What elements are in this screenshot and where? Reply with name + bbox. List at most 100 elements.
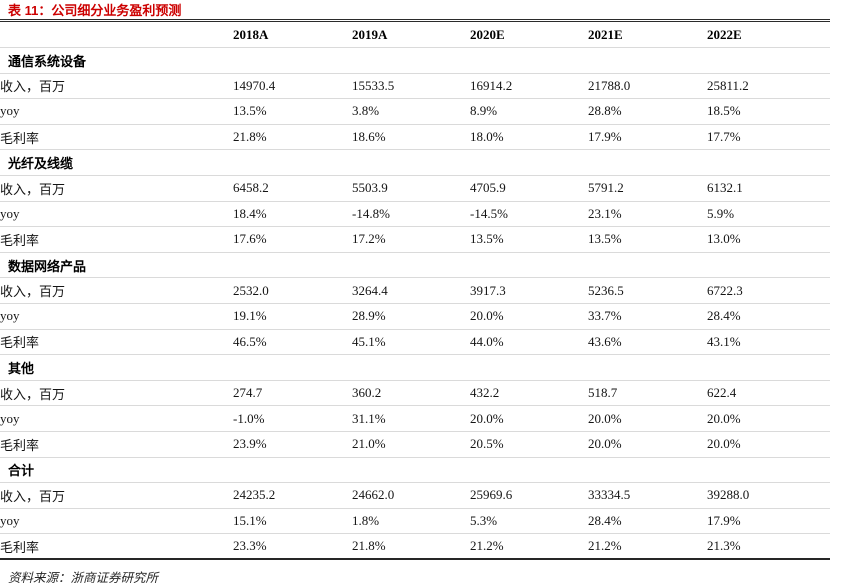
- data-row: yoy -1.0% 31.1% 20.0% 20.0% 20.0%: [0, 405, 830, 432]
- data-row: 收入，百万 6458.2 5503.9 4705.9 5791.2 6132.1: [0, 175, 830, 202]
- value-cell: 13.5%: [233, 98, 352, 125]
- value-cell: 17.9%: [588, 124, 707, 151]
- row-label: 收入，百万: [0, 73, 233, 100]
- value-cell: 3.8%: [352, 98, 470, 125]
- data-row: 毛利率 46.5% 45.1% 44.0% 43.6% 43.1%: [0, 329, 830, 356]
- value-cell: 46.5%: [233, 329, 352, 356]
- row-label: 毛利率: [0, 539, 40, 555]
- value-cell: 19.1%: [233, 303, 352, 330]
- row-label: 毛利率: [0, 226, 233, 253]
- data-row: 收入，百万 24235.2 24662.0 25969.6 33334.5 39288.0: [0, 482, 830, 509]
- section-name: 数据网络产品: [0, 252, 830, 279]
- value-cell: 8.9%: [470, 98, 588, 125]
- value-cell: 20.0%: [707, 431, 830, 458]
- value-cell: 25969.6: [470, 482, 588, 509]
- row-label: 毛利率: [0, 329, 233, 356]
- value-cell: 28.4%: [588, 508, 707, 535]
- value-cell: 23.1%: [588, 201, 707, 228]
- value-cell: 5.3%: [470, 508, 588, 535]
- section-row: 数据网络产品: [0, 252, 830, 279]
- value-cell: 360.2: [352, 380, 470, 407]
- data-row: yoy 13.5% 3.8% 8.9% 28.8% 18.5%: [0, 98, 830, 125]
- value-cell: 6132.1: [707, 175, 830, 202]
- header-cell-blank: [0, 20, 233, 48]
- value-cell: 15533.5: [352, 73, 470, 100]
- value-cell: 2532.0: [233, 277, 352, 304]
- value-cell: 5503.9: [352, 175, 470, 202]
- section-row: 其他: [0, 354, 830, 381]
- section-row: 合计: [0, 457, 830, 484]
- row-label: 毛利率: [0, 431, 233, 458]
- data-row: 毛利率 23.3% 21.8% 21.2% 21.2% 21.3%: [0, 534, 830, 560]
- value-cell: 432.2: [470, 380, 588, 407]
- value-cell: 23.9%: [233, 431, 352, 458]
- value-cell: 18.6%: [352, 124, 470, 151]
- section-name: 其他: [0, 354, 830, 381]
- row-label: 收入，百万: [0, 175, 233, 202]
- value-cell: 21.8%: [233, 124, 352, 151]
- row-label: 收入，百万: [0, 277, 233, 304]
- value-cell: 25811.2: [707, 73, 830, 100]
- value-cell: 18.5%: [707, 98, 830, 125]
- value-cell: 43.1%: [707, 329, 830, 356]
- value-cell: 21.2%: [588, 538, 622, 554]
- data-row: 收入，百万 274.7 360.2 432.2 518.7 622.4: [0, 380, 830, 407]
- table-body: 通信系统设备 收入，百万 14970.4 15533.5 16914.2 21788.0 2…: [0, 47, 830, 560]
- data-row: 收入，百万 2532.0 3264.4 3917.3 5236.5 6722.3: [0, 277, 830, 304]
- value-cell: 14970.4: [233, 73, 352, 100]
- value-cell: 21.2%: [470, 538, 504, 554]
- header-cell-year: 2022E: [707, 20, 830, 48]
- row-label: 收入，百万: [0, 380, 233, 407]
- value-cell: 6458.2: [233, 175, 352, 202]
- value-cell: 3264.4: [352, 277, 470, 304]
- value-cell: 33.7%: [588, 303, 707, 330]
- section-row: 通信系统设备: [0, 47, 830, 74]
- value-cell: -14.8%: [352, 201, 470, 228]
- row-label: yoy: [0, 201, 233, 228]
- value-cell: 13.5%: [588, 226, 707, 253]
- value-cell: 5.9%: [707, 201, 830, 228]
- data-row: yoy 18.4% -14.8% -14.5% 23.1% 5.9%: [0, 201, 830, 228]
- value-cell: 24662.0: [352, 482, 470, 509]
- value-cell: 15.1%: [233, 508, 352, 535]
- value-cell: 4705.9: [470, 175, 588, 202]
- value-cell: 17.2%: [352, 226, 470, 253]
- value-cell: 20.0%: [470, 303, 588, 330]
- header-cell-year: 2021E: [588, 20, 707, 48]
- value-cell: 44.0%: [470, 329, 588, 356]
- row-label: yoy: [0, 405, 233, 432]
- value-cell: 21.0%: [352, 431, 470, 458]
- header-row: 2018A 2019A 2020E 2021E 2022E: [0, 20, 830, 48]
- value-cell: 28.4%: [707, 303, 830, 330]
- value-cell: 31.1%: [352, 405, 470, 432]
- data-row: 收入，百万 14970.4 15533.5 16914.2 21788.0 25811.2: [0, 73, 830, 100]
- data-row: 毛利率 17.6% 17.2% 13.5% 13.5% 13.0%: [0, 226, 830, 253]
- value-cell: 5236.5: [588, 277, 707, 304]
- data-row: yoy 19.1% 28.9% 20.0% 33.7% 28.4%: [0, 303, 830, 330]
- value-cell: 6722.3: [707, 277, 830, 304]
- row-label: yoy: [0, 303, 233, 330]
- header-cell-year: 2020E: [470, 20, 588, 48]
- value-cell: -14.5%: [470, 201, 588, 228]
- header-cell-year: 2019A: [352, 20, 470, 48]
- section-name: 通信系统设备: [0, 47, 830, 74]
- value-cell: 16914.2: [470, 73, 588, 100]
- value-cell: 20.0%: [588, 405, 707, 432]
- value-cell: 20.0%: [470, 405, 588, 432]
- data-row: 毛利率 21.8% 18.6% 18.0% 17.9% 17.7%: [0, 124, 830, 151]
- value-cell: 20.0%: [707, 405, 830, 432]
- value-cell: 33334.5: [588, 482, 707, 509]
- value-cell: 23.3%: [233, 538, 267, 554]
- value-cell: 3917.3: [470, 277, 588, 304]
- value-cell: 17.9%: [707, 508, 830, 535]
- value-cell: 20.5%: [470, 431, 588, 458]
- header-cell-year: 2018A: [233, 20, 352, 48]
- value-cell: 622.4: [707, 380, 830, 407]
- value-cell: 45.1%: [352, 329, 470, 356]
- row-label: yoy: [0, 98, 233, 125]
- value-cell: -1.0%: [233, 405, 352, 432]
- data-row: yoy 15.1% 1.8% 5.3% 28.4% 17.9%: [0, 508, 830, 535]
- section-name: 光纤及线缆: [0, 149, 830, 176]
- value-cell: 24235.2: [233, 482, 352, 509]
